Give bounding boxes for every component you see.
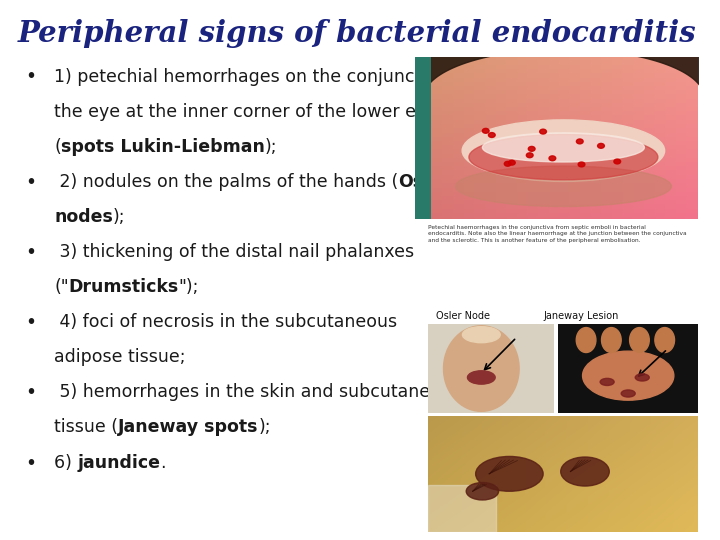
Text: 6): 6) <box>54 454 77 471</box>
Text: Osler: Osler <box>398 173 450 191</box>
Text: Janeway Lesion: Janeway Lesion <box>544 311 619 321</box>
Text: Drumsticks: Drumsticks <box>68 278 179 296</box>
Text: •: • <box>25 383 36 402</box>
Text: jaundice: jaundice <box>77 454 161 471</box>
Text: •: • <box>25 313 36 332</box>
Text: Peripheral signs of bacterial endocarditis: Peripheral signs of bacterial endocardit… <box>18 19 697 48</box>
Text: ");: "); <box>179 278 199 296</box>
Text: •: • <box>25 68 36 86</box>
Text: tissue (: tissue ( <box>54 418 118 436</box>
Text: 3) thickening of the distal nail phalanxes: 3) thickening of the distal nail phalanx… <box>54 243 414 261</box>
Text: Janeway spots: Janeway spots <box>118 418 258 436</box>
Text: 5) hemorrhages in the skin and subcutaneous: 5) hemorrhages in the skin and subcutane… <box>54 383 461 401</box>
Text: spots Lukin-Liebman: spots Lukin-Liebman <box>60 138 265 156</box>
Text: .: . <box>161 454 166 471</box>
Text: Petechial haemorrhages in the conjunctiva from septic emboli in bacterial
endoca: Petechial haemorrhages in the conjunctiv… <box>428 225 687 242</box>
Text: 1) petechial hemorrhages on the conjunctiva of: 1) petechial hemorrhages on the conjunct… <box>54 68 469 85</box>
Text: );: ); <box>258 418 271 436</box>
Text: •: • <box>25 243 36 262</box>
Text: 4) foci of necrosis in the subcutaneous: 4) foci of necrosis in the subcutaneous <box>54 313 397 331</box>
Text: •: • <box>25 454 36 472</box>
Text: •: • <box>25 173 36 192</box>
Text: adipose tissue;: adipose tissue; <box>54 348 186 366</box>
Text: );: ); <box>113 208 125 226</box>
Text: );: ); <box>265 138 277 156</box>
Text: nodes: nodes <box>54 208 113 226</box>
Text: (: ( <box>54 138 60 156</box>
Text: the eye at the inner corner of the lower eyelid: the eye at the inner corner of the lower… <box>54 103 458 120</box>
Text: (": (" <box>54 278 68 296</box>
Text: Osler Node: Osler Node <box>436 311 490 321</box>
Text: 2) nodules on the palms of the hands (: 2) nodules on the palms of the hands ( <box>54 173 398 191</box>
